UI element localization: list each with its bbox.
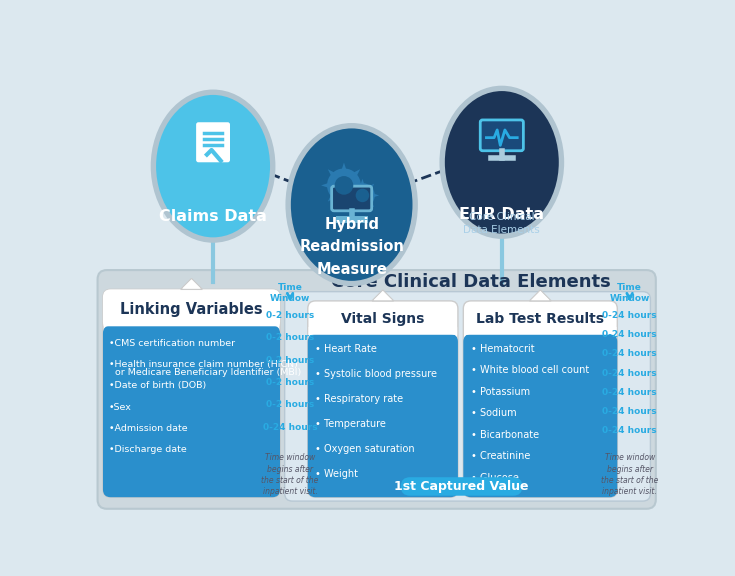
Text: Lab Test Results: Lab Test Results <box>476 312 604 327</box>
Ellipse shape <box>156 95 270 237</box>
Text: Claims Data: Claims Data <box>159 209 267 223</box>
FancyBboxPatch shape <box>308 334 458 497</box>
FancyBboxPatch shape <box>480 120 523 151</box>
Text: • White blood cell count: • White blood cell count <box>471 365 589 376</box>
Polygon shape <box>341 199 347 209</box>
Text: 0-24 hours: 0-24 hours <box>602 369 657 378</box>
Text: •Health insurance claim number (HICN): •Health insurance claim number (HICN) <box>109 361 298 369</box>
Ellipse shape <box>291 128 412 281</box>
Text: 0-2 hours: 0-2 hours <box>266 311 314 320</box>
Text: • Glucose: • Glucose <box>471 473 519 483</box>
FancyBboxPatch shape <box>104 319 279 326</box>
Circle shape <box>350 183 375 208</box>
Text: • Weight: • Weight <box>315 469 359 479</box>
Text: 0-24 hours: 0-24 hours <box>602 330 657 339</box>
FancyBboxPatch shape <box>463 301 617 497</box>
Polygon shape <box>328 169 336 177</box>
FancyBboxPatch shape <box>98 270 656 509</box>
Polygon shape <box>358 183 367 188</box>
Polygon shape <box>373 194 379 198</box>
FancyBboxPatch shape <box>103 289 280 497</box>
Text: Time window
begins after
the start of the
inpatient visit.: Time window begins after the start of th… <box>262 453 319 496</box>
Polygon shape <box>372 290 394 301</box>
Polygon shape <box>360 179 365 185</box>
Polygon shape <box>531 291 550 300</box>
Polygon shape <box>368 184 374 190</box>
Text: • Hematocrit: • Hematocrit <box>471 344 534 354</box>
Polygon shape <box>345 194 352 198</box>
Text: Linking Variables: Linking Variables <box>121 302 263 317</box>
Text: •Date of birth (DOB): •Date of birth (DOB) <box>109 381 207 391</box>
Circle shape <box>356 188 369 202</box>
Ellipse shape <box>285 123 418 286</box>
FancyBboxPatch shape <box>331 186 372 211</box>
Text: 0-2 hours: 0-2 hours <box>266 400 314 409</box>
Text: • Heart Rate: • Heart Rate <box>315 344 377 354</box>
Text: Time
Window: Time Window <box>270 283 310 303</box>
Text: 1st Captured Value: 1st Captured Value <box>395 480 528 493</box>
Polygon shape <box>360 206 365 212</box>
FancyBboxPatch shape <box>284 291 650 501</box>
Text: Core Clinical
Data Elements: Core Clinical Data Elements <box>464 213 540 236</box>
Text: 0-24 hours: 0-24 hours <box>602 426 657 435</box>
Text: • Sodium: • Sodium <box>471 408 517 418</box>
Text: 0-2 hours: 0-2 hours <box>266 378 314 387</box>
Text: Hybrid
Readmission
Measure: Hybrid Readmission Measure <box>299 217 404 276</box>
Text: • Creatinine: • Creatinine <box>471 451 531 461</box>
Text: 0-24 hours: 0-24 hours <box>602 407 657 416</box>
Text: 0-2 hours: 0-2 hours <box>266 334 314 342</box>
Polygon shape <box>328 194 336 202</box>
Ellipse shape <box>445 91 559 233</box>
Polygon shape <box>529 290 551 301</box>
Polygon shape <box>368 201 374 207</box>
Text: •Sex: •Sex <box>109 403 132 411</box>
Polygon shape <box>352 169 360 177</box>
Text: • Respiratory rate: • Respiratory rate <box>315 394 404 404</box>
Text: 0-2 hours: 0-2 hours <box>266 355 314 365</box>
Text: • Oxygen saturation: • Oxygen saturation <box>315 444 415 454</box>
FancyBboxPatch shape <box>464 327 617 335</box>
Circle shape <box>327 168 361 202</box>
Polygon shape <box>351 201 356 207</box>
Text: Vital Signs: Vital Signs <box>341 312 425 327</box>
FancyBboxPatch shape <box>463 334 617 497</box>
Text: Time
Window: Time Window <box>609 283 650 303</box>
Text: Core Clinical Data Elements: Core Clinical Data Elements <box>331 272 611 291</box>
FancyBboxPatch shape <box>196 122 230 162</box>
Text: • Bicarbonate: • Bicarbonate <box>471 430 539 440</box>
Text: Time window
begins after
the start of the
inpatient visit.: Time window begins after the start of th… <box>601 453 659 496</box>
Polygon shape <box>182 279 201 289</box>
Circle shape <box>334 176 354 195</box>
FancyBboxPatch shape <box>308 301 458 497</box>
Text: 0-24 hours: 0-24 hours <box>602 311 657 320</box>
Polygon shape <box>181 279 202 289</box>
FancyBboxPatch shape <box>103 289 280 329</box>
Polygon shape <box>341 162 347 171</box>
Text: 0-24 hours: 0-24 hours <box>602 350 657 358</box>
Ellipse shape <box>151 89 276 242</box>
FancyBboxPatch shape <box>309 327 457 335</box>
Text: • Systolic blood pressure: • Systolic blood pressure <box>315 369 437 379</box>
Text: •Discharge date: •Discharge date <box>109 445 187 454</box>
FancyBboxPatch shape <box>103 325 280 497</box>
Polygon shape <box>352 194 360 202</box>
Polygon shape <box>351 184 356 190</box>
Text: or Medicare Beneficiary Identifier (MBI): or Medicare Beneficiary Identifier (MBI) <box>109 368 301 377</box>
Text: 0-24 hours: 0-24 hours <box>602 388 657 397</box>
Text: • Potassium: • Potassium <box>471 387 530 397</box>
Ellipse shape <box>440 86 564 239</box>
Polygon shape <box>373 291 392 300</box>
Text: • Temperature: • Temperature <box>315 419 387 429</box>
Text: 0-24 hours: 0-24 hours <box>262 423 318 431</box>
Text: •Admission date: •Admission date <box>109 423 187 433</box>
Polygon shape <box>321 183 330 188</box>
Text: •CMS certification number: •CMS certification number <box>109 339 235 348</box>
Text: EHR Data: EHR Data <box>459 207 545 222</box>
FancyBboxPatch shape <box>401 478 523 496</box>
